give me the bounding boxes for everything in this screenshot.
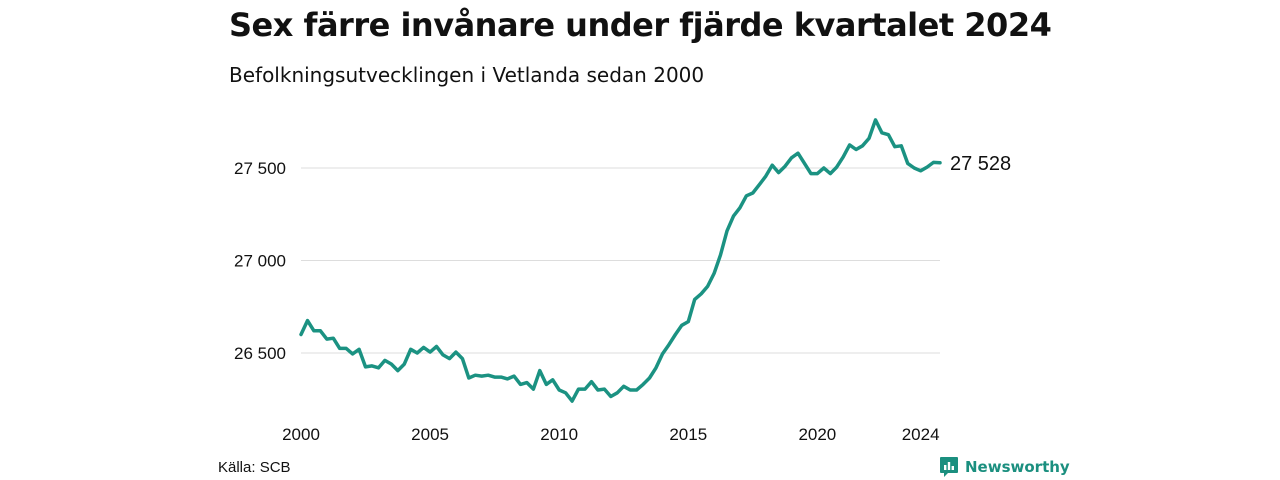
y-tick-label: 27 000 <box>234 252 286 271</box>
x-tick-label: 2005 <box>411 425 449 444</box>
brand-logo[interactable]: Newsworthy <box>939 456 1070 478</box>
chart-subtitle: Befolkningsutvecklingen i Vetlanda sedan… <box>229 63 705 87</box>
population-series-line <box>299 118 942 403</box>
source-label: Källa: SCB <box>218 459 291 476</box>
y-tick-label: 26 500 <box>234 344 286 363</box>
series-layer <box>299 118 942 403</box>
x-tick-label: 2015 <box>669 425 707 444</box>
x-tick-label: 2010 <box>540 425 578 444</box>
brand-name: Newsworthy <box>965 458 1070 476</box>
gridlines <box>301 167 940 354</box>
x-tick-label: 2024 <box>902 425 940 444</box>
chart-title: Sex färre invånare under fjärde kvartale… <box>229 6 1052 44</box>
x-axis-tick-labels: 2000 2005 2010 2015 2020 2024 <box>282 425 939 444</box>
newsworthy-logo-icon <box>940 457 958 477</box>
x-tick-label: 2000 <box>282 425 320 444</box>
last-value-label: 27 528 <box>950 153 1011 175</box>
y-axis-tick-labels: 26 500 27 000 27 500 <box>234 159 286 363</box>
y-tick-label: 27 500 <box>234 159 286 178</box>
x-tick-label: 2020 <box>798 425 836 444</box>
